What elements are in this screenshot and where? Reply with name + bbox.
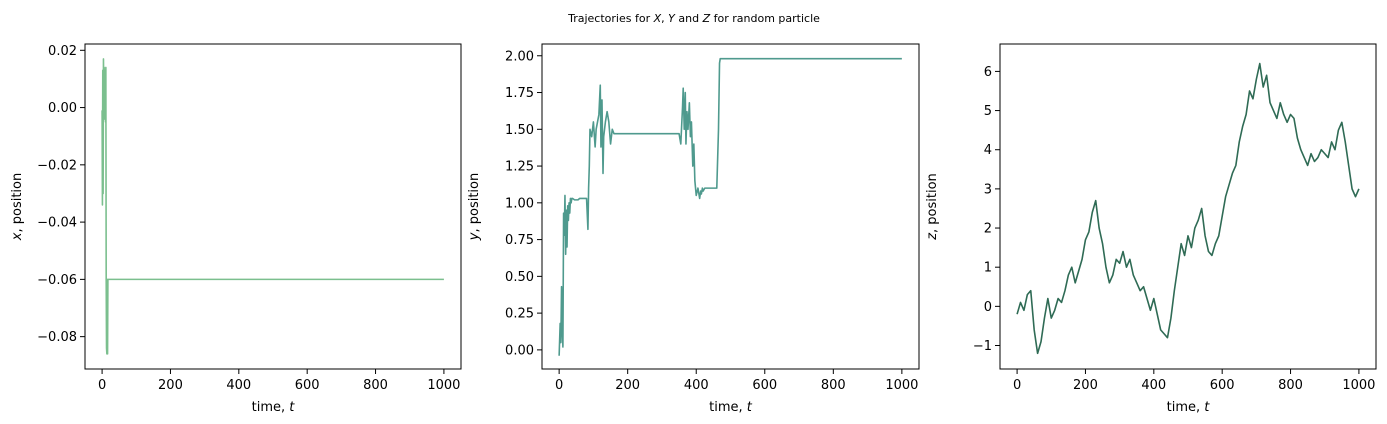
x-xaxis-label-var: t	[289, 400, 295, 415]
x-ytick-label: −0.02	[37, 158, 77, 173]
y-xtick-label: 600	[752, 378, 777, 393]
y-yaxis-label-var: y	[467, 232, 482, 241]
x-axes-frame	[84, 43, 462, 370]
z-trajectory-line-0	[1016, 62, 1360, 355]
z-xaxis-label: time, t	[1167, 400, 1211, 415]
z-xtick-label: 600	[1210, 378, 1235, 393]
y-xtick-label: 1000	[885, 378, 918, 393]
x-ytick-label: 0.00	[48, 101, 77, 116]
x-ytick-label: 0.02	[48, 44, 77, 59]
x-trajectory-line-0	[101, 58, 444, 355]
y-xtick-label: 800	[821, 378, 846, 393]
z-ytick-label: 5	[984, 104, 992, 119]
x-ytick-label: −0.06	[37, 273, 77, 288]
x-xtick-label: 0	[98, 378, 106, 393]
z-xaxis-label-text: time,	[1167, 400, 1205, 415]
z-ytick-label: 6	[984, 65, 992, 80]
suptitle-part-4: and	[675, 12, 703, 25]
subplot-y-position: 0 200 400 600 800 1000 0.00 0.25 0.50 0.75 1.00 1.2…	[467, 43, 920, 415]
subplot-z-position: 0 200 400 600 800 1000 −1 0 1 2 3 4 5 6 time, t z, posi…	[925, 43, 1377, 415]
z-ytick-label: −1	[973, 339, 992, 354]
z-ytick-label: 4	[984, 143, 992, 158]
x-yaxis-label-var: x	[10, 232, 25, 241]
x-xtick-label: 400	[226, 378, 251, 393]
z-yaxis-label-var: z	[925, 232, 940, 241]
x-ytick-label: −0.08	[37, 330, 77, 345]
y-xtick-label: 0	[555, 378, 563, 393]
x-xtick-label: 200	[158, 378, 183, 393]
y-ytick-label: 0.00	[505, 343, 534, 358]
y-ytick-label: 1.00	[505, 196, 534, 211]
x-yaxis-label-text: , position	[10, 173, 25, 233]
suptitle-part-6: for random particle	[710, 12, 820, 25]
suptitle-var-z: Z	[702, 12, 711, 25]
subplot-x-position: 0 200 400 600 800 1000 −0.08 −0.06 −0.04 −0.02 0.0…	[10, 43, 462, 415]
suptitle-part-2: ,	[661, 12, 668, 25]
z-xtick-label: 200	[1073, 378, 1098, 393]
suptitle-var-x: X	[653, 12, 662, 25]
figure-suptitle: Trajectories for X, Y and Z for random p…	[567, 12, 820, 25]
y-yaxis-label: y, position	[467, 173, 482, 241]
x-xaxis-label-text: time,	[252, 400, 290, 415]
x-xtick-label: 1000	[427, 378, 460, 393]
y-axes-frame	[541, 43, 920, 370]
y-xtick-label: 400	[684, 378, 709, 393]
y-xaxis-label-text: time,	[709, 400, 747, 415]
y-ytick-label: 0.75	[505, 233, 534, 248]
y-ytick-label: 1.75	[505, 86, 534, 101]
z-xtick-label: 0	[1013, 378, 1021, 393]
z-xaxis-label-var: t	[1204, 400, 1210, 415]
y-xaxis-label: time, t	[709, 400, 753, 415]
z-ytick-label: 3	[984, 182, 992, 197]
z-axes-frame	[999, 43, 1377, 370]
z-yaxis-label: z, position	[925, 173, 940, 241]
y-ytick-label: 0.25	[505, 307, 534, 322]
x-ytick-label: −0.04	[37, 216, 77, 231]
z-yaxis-label-text: , position	[925, 173, 940, 233]
z-xtick-label: 400	[1141, 378, 1166, 393]
z-xtick-label: 1000	[1342, 378, 1375, 393]
y-xaxis-label-var: t	[747, 400, 753, 415]
y-xtick-label: 200	[615, 378, 640, 393]
z-ytick-label: 2	[984, 222, 992, 237]
suptitle-var-y: Y	[668, 12, 676, 25]
suptitle-part-0: Trajectories for	[567, 12, 653, 25]
y-yaxis-label-text: , position	[467, 173, 482, 233]
z-ytick-label: 1	[984, 261, 992, 276]
x-xtick-label: 800	[363, 378, 388, 393]
z-xtick-label: 800	[1278, 378, 1303, 393]
z-ytick-label: 0	[984, 300, 992, 315]
y-ytick-label: 0.50	[505, 270, 534, 285]
y-ytick-label: 1.50	[505, 123, 534, 138]
y-ytick-label: 1.25	[505, 160, 534, 175]
y-ytick-label: 2.00	[505, 49, 534, 64]
x-yaxis-label: x, position	[10, 173, 25, 241]
y-trajectory-line-0	[558, 57, 902, 356]
x-xtick-label: 600	[295, 378, 320, 393]
x-xaxis-label: time, t	[252, 400, 296, 415]
